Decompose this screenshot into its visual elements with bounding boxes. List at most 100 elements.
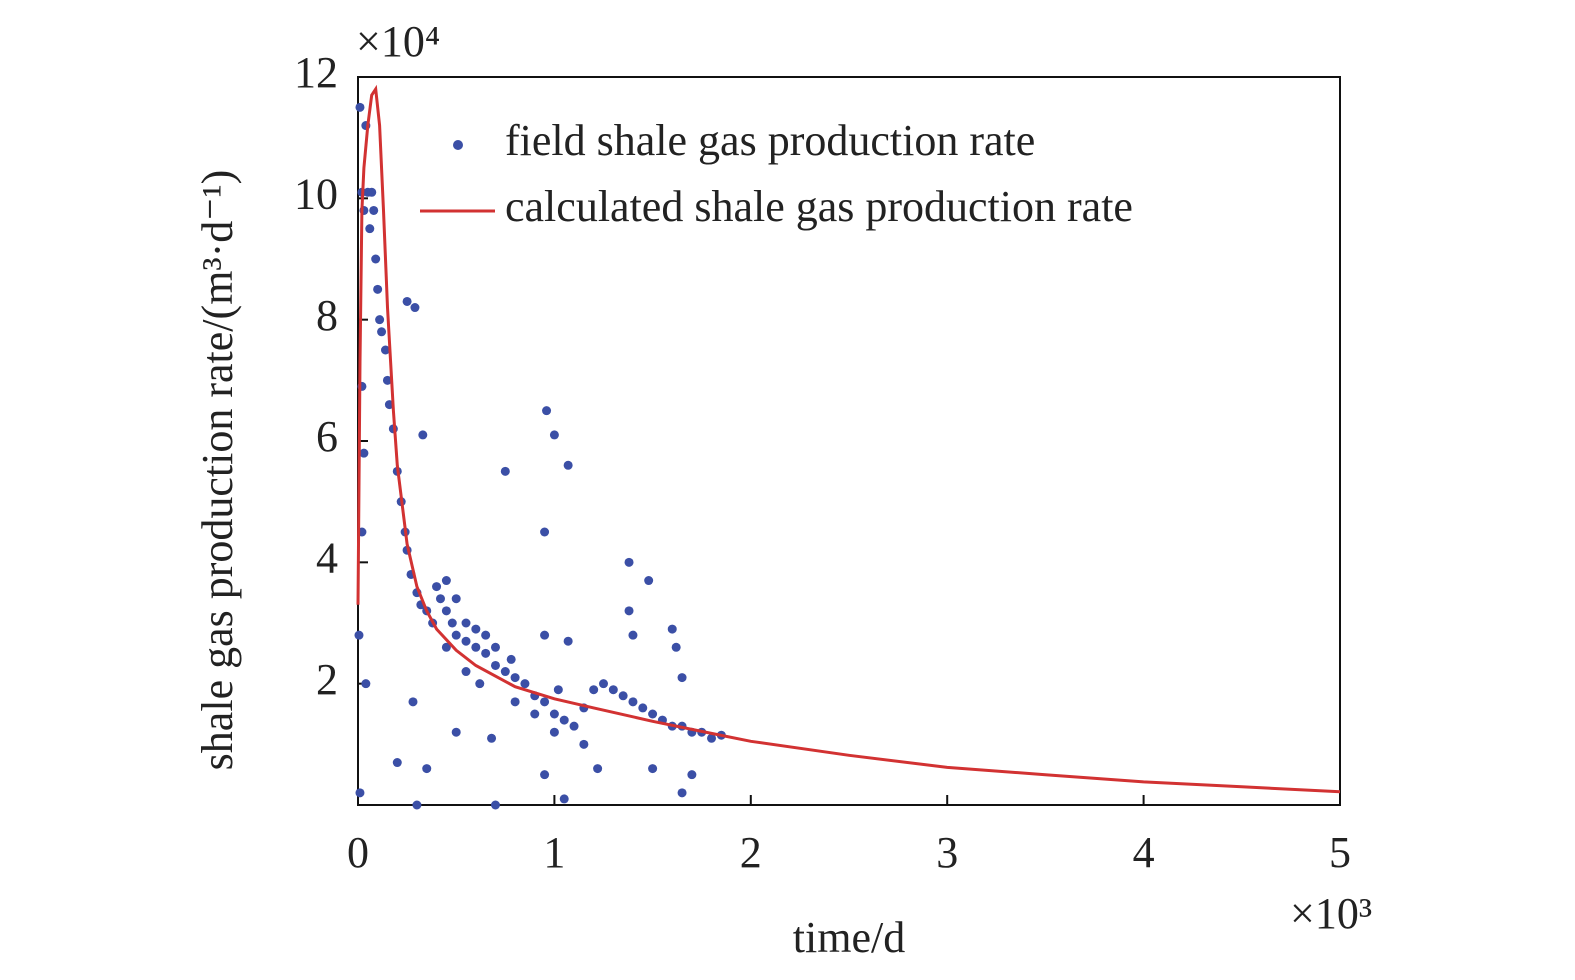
x-tick-label: 3 bbox=[936, 828, 958, 877]
data-point bbox=[441, 606, 451, 616]
data-point bbox=[589, 685, 599, 695]
x-multiplier: ×10³ bbox=[1290, 889, 1372, 938]
x-tick-label: 4 bbox=[1133, 828, 1155, 877]
legend-label: calculated shale gas production rate bbox=[505, 182, 1133, 231]
data-point bbox=[451, 727, 461, 737]
data-point bbox=[471, 624, 481, 634]
data-point bbox=[422, 764, 432, 774]
legend-marker bbox=[453, 140, 463, 150]
fit-line bbox=[356, 84, 1341, 794]
data-point bbox=[618, 691, 628, 701]
data-point bbox=[367, 187, 377, 197]
data-point bbox=[380, 345, 390, 355]
x-tick-label: 0 bbox=[347, 828, 369, 877]
data-point bbox=[490, 800, 500, 810]
data-point bbox=[461, 618, 471, 628]
data-point bbox=[599, 679, 608, 689]
data-point bbox=[365, 224, 375, 234]
data-point bbox=[608, 685, 618, 695]
y-tick-label: 12 bbox=[294, 48, 338, 97]
y-tick-label: 6 bbox=[316, 412, 338, 461]
y-tick-label: 2 bbox=[316, 655, 338, 704]
x-tick-label: 1 bbox=[543, 828, 565, 877]
data-point bbox=[638, 703, 648, 713]
data-point bbox=[392, 758, 402, 768]
data-point bbox=[354, 630, 364, 640]
y-tick-label: 4 bbox=[316, 533, 338, 582]
data-point bbox=[579, 739, 589, 749]
data-point bbox=[559, 794, 569, 804]
data-point bbox=[500, 667, 510, 677]
data-point bbox=[559, 715, 569, 725]
data-point bbox=[377, 327, 387, 337]
data-point bbox=[530, 709, 540, 719]
data-point bbox=[628, 630, 638, 640]
data-point bbox=[549, 727, 559, 737]
data-point bbox=[624, 606, 634, 616]
data-point bbox=[451, 630, 461, 640]
data-point bbox=[490, 660, 500, 670]
data-point bbox=[402, 296, 412, 306]
data-point bbox=[371, 254, 381, 264]
data-point bbox=[648, 709, 658, 719]
data-point bbox=[359, 448, 369, 458]
data-point bbox=[461, 636, 471, 646]
data-point bbox=[540, 770, 550, 780]
data-point bbox=[373, 284, 383, 294]
y-tick-label: 8 bbox=[316, 291, 338, 340]
data-point bbox=[510, 697, 520, 707]
data-point bbox=[549, 430, 559, 440]
y-multiplier: ×10⁴ bbox=[356, 17, 440, 66]
data-point bbox=[549, 709, 559, 719]
data-point bbox=[667, 624, 677, 634]
data-point bbox=[355, 788, 365, 798]
data-point bbox=[432, 582, 442, 592]
data-point bbox=[542, 406, 552, 416]
data-point bbox=[687, 770, 697, 780]
data-point bbox=[490, 642, 500, 652]
data-point bbox=[540, 630, 550, 640]
x-tick-label: 5 bbox=[1329, 828, 1351, 877]
y-tick-label: 10 bbox=[294, 169, 338, 218]
data-point bbox=[563, 636, 573, 646]
data-point bbox=[593, 764, 603, 774]
data-point bbox=[361, 679, 371, 689]
data-point bbox=[441, 576, 451, 586]
data-point bbox=[487, 733, 497, 743]
data-point bbox=[475, 679, 485, 689]
data-point bbox=[540, 527, 550, 537]
data-point bbox=[375, 315, 385, 325]
data-point bbox=[481, 630, 491, 640]
data-point bbox=[569, 721, 579, 731]
data-point bbox=[677, 788, 687, 798]
data-point bbox=[540, 697, 550, 707]
data-point bbox=[481, 648, 491, 658]
data-point bbox=[563, 460, 573, 470]
data-point bbox=[418, 430, 428, 440]
data-point bbox=[707, 733, 717, 743]
data-point bbox=[520, 679, 530, 689]
legend-label: field shale gas production rate bbox=[505, 116, 1035, 165]
data-point bbox=[410, 303, 420, 313]
y-axis-label: shale gas production rate/(m³·d⁻¹) bbox=[193, 170, 242, 771]
data-point bbox=[510, 673, 520, 683]
data-point bbox=[644, 576, 654, 586]
data-point bbox=[435, 594, 445, 604]
data-point bbox=[624, 557, 634, 567]
data-point bbox=[412, 800, 422, 810]
data-point bbox=[648, 764, 658, 774]
x-axis-label: time/d bbox=[793, 913, 905, 962]
data-point bbox=[408, 697, 418, 707]
data-point bbox=[355, 102, 365, 112]
x-tick-label: 2 bbox=[740, 828, 762, 877]
data-point bbox=[500, 466, 510, 476]
data-point bbox=[471, 642, 481, 652]
data-point bbox=[671, 642, 681, 652]
data-point bbox=[382, 375, 392, 385]
data-point bbox=[677, 673, 687, 683]
data-point bbox=[451, 594, 461, 604]
data-point bbox=[628, 697, 638, 707]
data-point bbox=[553, 685, 563, 695]
data-point bbox=[447, 618, 457, 628]
